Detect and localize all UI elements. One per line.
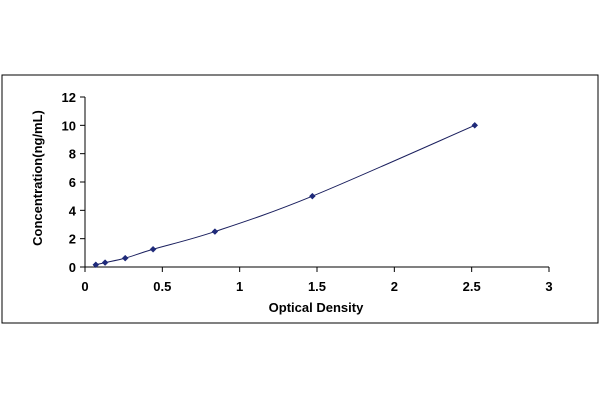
x-tick-label: 1.5 — [308, 279, 326, 294]
y-tick-label: 4 — [69, 203, 77, 218]
x-tick-label: 3 — [545, 279, 552, 294]
plot-area: 0 2 4 6 8 10 12 0 0.5 1 1.5 2 2.5 3 — [62, 90, 553, 294]
y-tick-label: 12 — [62, 90, 76, 105]
x-axis-title: Optical Density — [269, 300, 364, 315]
data-point — [92, 261, 100, 269]
y-tick-label: 6 — [69, 175, 76, 190]
x-tick-label: 2 — [391, 279, 398, 294]
chart-frame — [1, 74, 599, 324]
y-tick-label: 0 — [69, 260, 76, 275]
data-point — [149, 245, 157, 253]
data-point — [471, 121, 479, 129]
data-point — [101, 259, 109, 266]
x-tick-label: 2.5 — [463, 279, 481, 294]
y-axis-title: Concentration(ng/mL) — [30, 110, 45, 246]
y-tick-label: 8 — [69, 147, 76, 162]
x-tick-label: 0.5 — [153, 279, 171, 294]
x-tick-label: 0 — [81, 279, 88, 294]
x-tick-label: 1 — [236, 279, 243, 294]
data-point — [309, 192, 316, 200]
data-point — [121, 254, 129, 262]
y-tick-label: 2 — [69, 232, 76, 247]
data-point — [211, 228, 219, 235]
y-tick-label: 10 — [62, 118, 76, 133]
